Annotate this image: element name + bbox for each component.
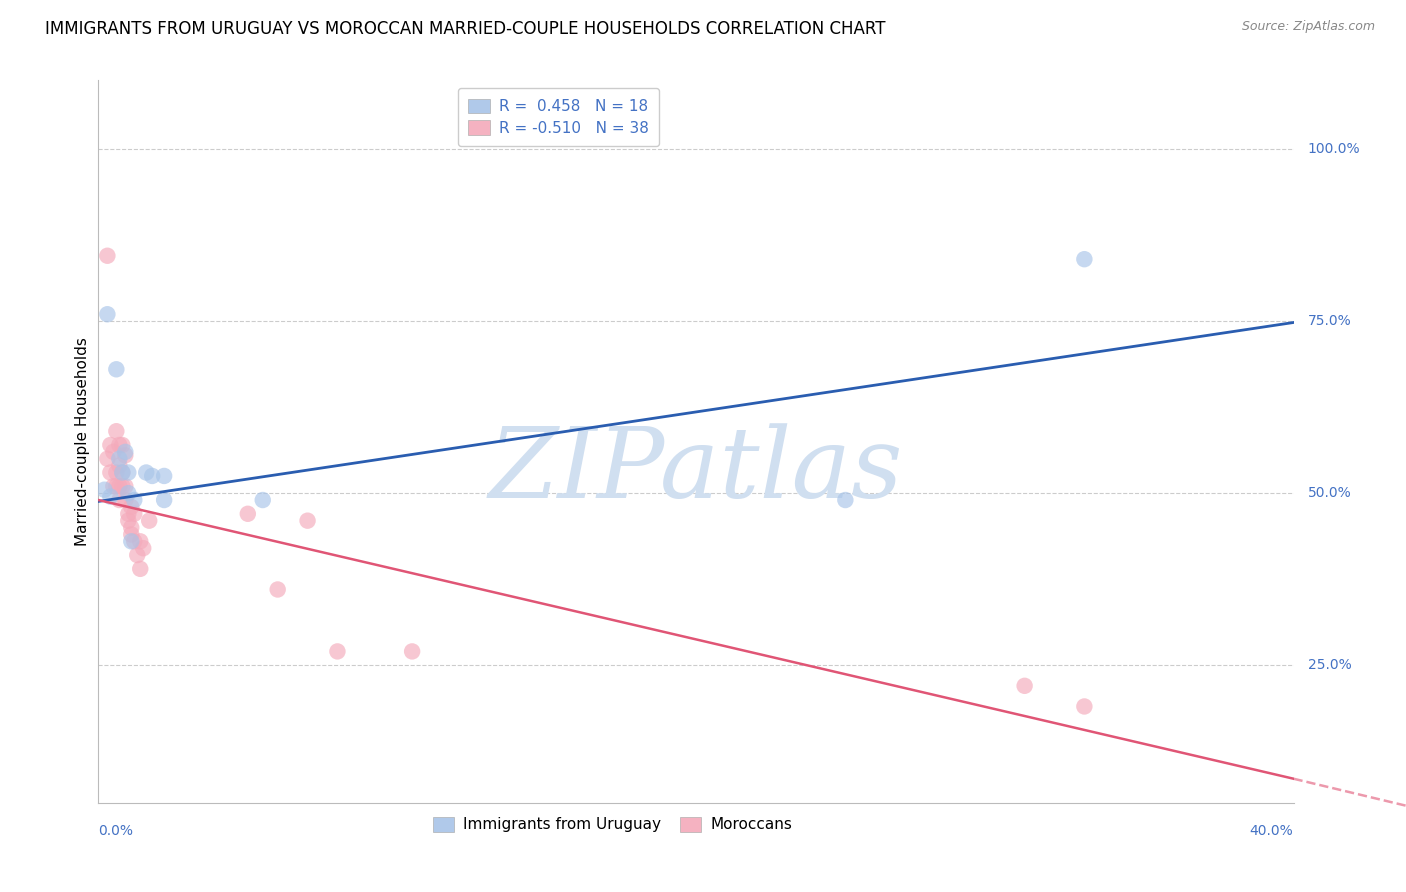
Point	[114, 479, 136, 493]
Point	[96, 451, 118, 466]
Point	[98, 466, 122, 480]
Point	[124, 493, 146, 508]
Text: 40.0%: 40.0%	[1250, 824, 1294, 838]
Point	[108, 451, 131, 466]
Point	[105, 466, 128, 480]
Point	[326, 644, 349, 658]
Text: 75.0%: 75.0%	[1308, 314, 1351, 328]
Point	[96, 249, 118, 263]
Point	[103, 445, 125, 459]
Point	[111, 438, 134, 452]
Point	[98, 490, 122, 504]
Point	[117, 466, 139, 480]
Point	[124, 507, 146, 521]
Point	[98, 438, 122, 452]
Point	[111, 466, 134, 480]
Point	[252, 493, 274, 508]
Point	[129, 562, 152, 576]
Point	[108, 493, 131, 508]
Point	[111, 479, 134, 493]
Point	[1073, 699, 1095, 714]
Point	[132, 541, 155, 556]
Point	[114, 493, 136, 508]
Point	[114, 445, 136, 459]
Y-axis label: Married-couple Households: Married-couple Households	[75, 337, 90, 546]
Point	[117, 486, 139, 500]
Point	[117, 507, 139, 521]
Point	[108, 479, 131, 493]
Point	[120, 500, 142, 514]
Point	[124, 534, 146, 549]
Point	[1073, 252, 1095, 267]
Point	[111, 466, 134, 480]
Point	[93, 483, 115, 497]
Point	[129, 534, 152, 549]
Point	[117, 514, 139, 528]
Point	[1014, 679, 1036, 693]
Text: ZIPatlas: ZIPatlas	[489, 423, 903, 518]
Point	[114, 448, 136, 462]
Point	[105, 362, 128, 376]
Point	[105, 424, 128, 438]
Text: IMMIGRANTS FROM URUGUAY VS MOROCCAN MARRIED-COUPLE HOUSEHOLDS CORRELATION CHART: IMMIGRANTS FROM URUGUAY VS MOROCCAN MARR…	[45, 20, 886, 37]
Text: 0.0%: 0.0%	[98, 824, 134, 838]
Point	[135, 466, 157, 480]
Point	[834, 493, 856, 508]
Point	[267, 582, 290, 597]
Point	[138, 514, 160, 528]
Point	[120, 527, 142, 541]
Point	[103, 479, 125, 493]
Text: 100.0%: 100.0%	[1308, 142, 1361, 156]
Point	[127, 548, 149, 562]
Point	[401, 644, 423, 658]
Point	[105, 479, 128, 493]
Text: 25.0%: 25.0%	[1308, 658, 1351, 673]
Text: 50.0%: 50.0%	[1308, 486, 1351, 500]
Point	[108, 458, 131, 473]
Point	[236, 507, 259, 521]
Text: Source: ZipAtlas.com: Source: ZipAtlas.com	[1241, 20, 1375, 33]
Point	[297, 514, 319, 528]
Point	[153, 469, 176, 483]
Point	[120, 534, 142, 549]
Point	[141, 469, 163, 483]
Point	[108, 438, 131, 452]
Point	[96, 307, 118, 321]
Point	[153, 493, 176, 508]
Legend: Immigrants from Uruguay, Moroccans: Immigrants from Uruguay, Moroccans	[426, 811, 799, 838]
Point	[120, 520, 142, 534]
